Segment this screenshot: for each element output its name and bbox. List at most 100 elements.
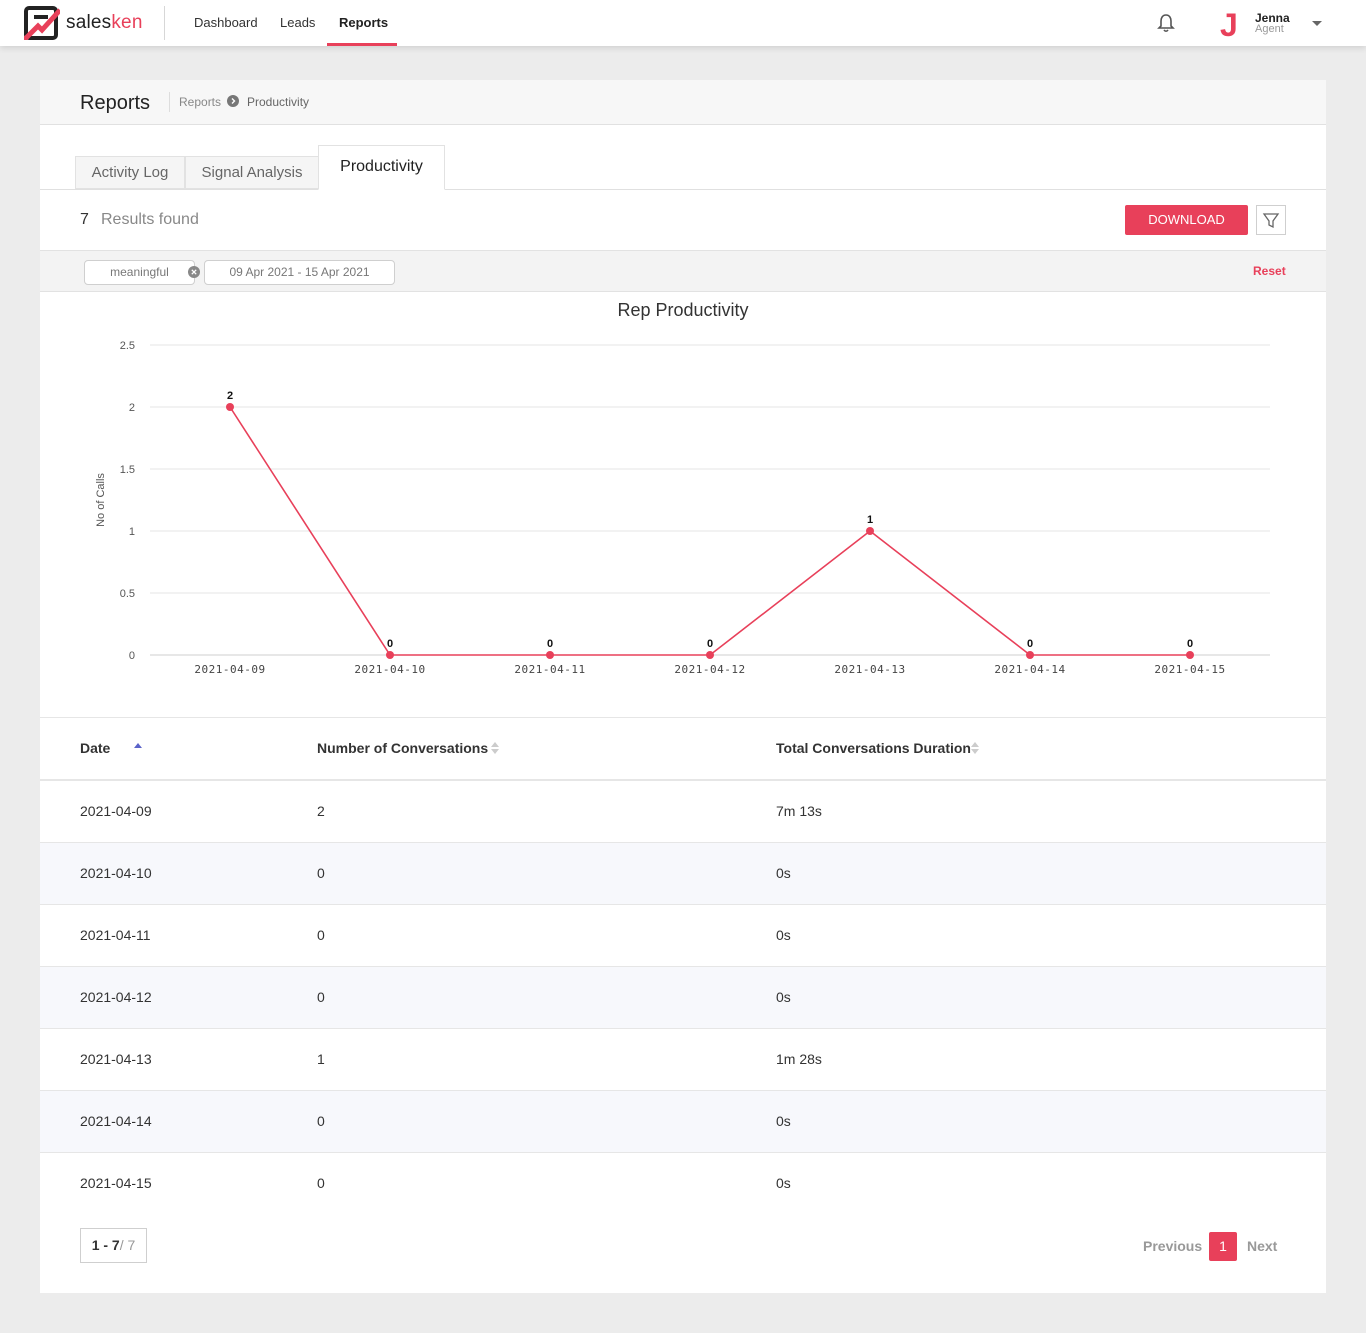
- cell-duration: 7m 13s: [776, 803, 822, 819]
- cell-conversations: 0: [317, 927, 325, 943]
- table-row: 2021-04-14 0 0s: [40, 1091, 1326, 1153]
- nav-active-indicator: [327, 43, 397, 46]
- cell-date: 2021-04-11: [80, 927, 151, 943]
- data-label: 0: [387, 638, 393, 650]
- cell-duration: 0s: [776, 1113, 791, 1129]
- user-role: Agent: [1255, 23, 1284, 35]
- cell-conversations: 0: [317, 865, 325, 881]
- avatar-letter: J: [1220, 8, 1238, 40]
- x-tick-label: 2021-04-14: [994, 663, 1065, 676]
- table-row: 2021-04-12 0 0s: [40, 967, 1326, 1029]
- x-tick-label: 2021-04-12: [674, 663, 745, 676]
- data-point: [706, 651, 714, 659]
- breadcrumb-divider: [169, 92, 170, 112]
- user-menu-caret-icon[interactable]: [1312, 21, 1322, 26]
- y-tick-label: 1.5: [120, 464, 135, 476]
- cell-conversations: 2: [317, 803, 325, 819]
- cell-duration: 0s: [776, 927, 791, 943]
- cell-date: 2021-04-15: [80, 1175, 152, 1191]
- data-label: 0: [1187, 638, 1193, 650]
- x-tick-label: 2021-04-11: [514, 663, 585, 676]
- cell-duration: 0s: [776, 989, 791, 1005]
- data-point: [546, 651, 554, 659]
- filter-chip-meaningful[interactable]: meaningful: [84, 260, 195, 285]
- chart-title: Rep Productivity: [617, 300, 749, 320]
- cell-date: 2021-04-09: [80, 803, 152, 819]
- sort-icon[interactable]: [490, 741, 500, 755]
- nav-reports[interactable]: Reports: [339, 15, 389, 30]
- cell-date: 2021-04-12: [80, 989, 152, 1005]
- sort-icon[interactable]: [970, 741, 980, 755]
- data-point: [1186, 651, 1194, 659]
- table-row: 2021-04-10 0 0s: [40, 843, 1326, 905]
- reset-link[interactable]: Reset: [1253, 264, 1286, 278]
- data-point: [386, 651, 394, 659]
- table-row: 2021-04-15 0 0s: [40, 1153, 1326, 1215]
- nav-leads[interactable]: Leads: [280, 15, 316, 30]
- close-icon[interactable]: [188, 266, 200, 278]
- y-tick-label: 0: [129, 650, 135, 662]
- brand-logo[interactable]: salesken: [24, 6, 143, 40]
- y-tick-label: 2.5: [120, 340, 135, 352]
- column-header-conversations[interactable]: Number of Conversations: [317, 740, 489, 756]
- filter-button[interactable]: [1256, 205, 1286, 235]
- results-count: 7: [80, 211, 89, 228]
- brand-name: salesken: [66, 12, 143, 33]
- x-tick-label: 2021-04-13: [834, 663, 905, 676]
- data-point: [1026, 651, 1034, 659]
- results-label: Results found: [101, 211, 199, 228]
- table-header-border: [40, 779, 1326, 781]
- table-row: 2021-04-11 0 0s: [40, 905, 1326, 967]
- tab-productivity[interactable]: Productivity: [318, 145, 445, 190]
- page-number-button[interactable]: 1: [1209, 1232, 1237, 1261]
- column-header-duration[interactable]: Total Conversations Duration: [776, 740, 971, 756]
- cell-date: 2021-04-10: [80, 865, 152, 881]
- tabs-baseline: [40, 189, 1326, 190]
- column-header-date[interactable]: Date: [80, 740, 111, 756]
- nav-dashboard[interactable]: Dashboard: [194, 15, 258, 30]
- tab-signal-analysis[interactable]: Signal Analysis: [185, 156, 319, 189]
- sort-ascending-icon[interactable]: [133, 741, 143, 755]
- page-title: Reports: [80, 92, 151, 114]
- cell-conversations: 0: [317, 1113, 325, 1129]
- x-tick-label: 2021-04-09: [194, 663, 265, 676]
- cell-duration: 1m 28s: [776, 1051, 822, 1067]
- page-header: Reports Reports Productivity: [40, 80, 1326, 125]
- data-label: 1: [867, 514, 873, 526]
- page-range-total: / 7: [119, 1237, 136, 1253]
- data-label: 0: [1027, 638, 1033, 650]
- breadcrumb-reports[interactable]: Reports: [179, 95, 222, 109]
- top-navbar: salesken Dashboard Leads Reports J Jenna…: [0, 0, 1366, 46]
- cell-date: 2021-04-14: [80, 1113, 152, 1129]
- filter-bar: meaningful 09 Apr 2021 - 15 Apr 2021 Res…: [40, 250, 1326, 292]
- cell-duration: 0s: [776, 865, 791, 881]
- cell-duration: 0s: [776, 1175, 791, 1191]
- data-point: [866, 527, 874, 535]
- table-row: 2021-04-13 1 1m 28s: [40, 1029, 1326, 1091]
- next-page-button[interactable]: Next: [1247, 1238, 1278, 1254]
- bell-icon[interactable]: [1155, 12, 1177, 34]
- data-label: 0: [707, 638, 713, 650]
- y-axis-label: No of Calls: [95, 473, 107, 527]
- breadcrumb-arrow-icon: [227, 95, 239, 107]
- x-tick-label: 2021-04-15: [1154, 663, 1225, 676]
- cell-conversations: 0: [317, 1175, 325, 1191]
- x-tick-label: 2021-04-10: [354, 663, 425, 676]
- breadcrumb-productivity: Productivity: [247, 95, 310, 109]
- download-button[interactable]: DOWNLOAD: [1125, 205, 1248, 235]
- filter-icon: [1262, 213, 1280, 229]
- y-tick-label: 1: [129, 526, 135, 538]
- data-point: [226, 403, 234, 411]
- nav-divider: [164, 6, 165, 40]
- table-region: Date Number of Conversations Total Conve…: [40, 80, 1326, 1293]
- y-tick-label: 2: [129, 402, 135, 414]
- previous-page-button[interactable]: Previous: [1143, 1238, 1203, 1254]
- filter-chip-date-range[interactable]: 09 Apr 2021 - 15 Apr 2021: [204, 260, 395, 285]
- y-tick-label: 0.5: [120, 588, 135, 600]
- table-row: 2021-04-09 2 7m 13s: [40, 781, 1326, 843]
- page-range-indicator: 1 - 7/ 7: [80, 1228, 147, 1263]
- user-name[interactable]: Jenna: [1255, 11, 1290, 25]
- tab-activity-log[interactable]: Activity Log: [75, 156, 185, 189]
- avatar[interactable]: J: [1218, 8, 1240, 40]
- cell-conversations: 1: [317, 1051, 325, 1067]
